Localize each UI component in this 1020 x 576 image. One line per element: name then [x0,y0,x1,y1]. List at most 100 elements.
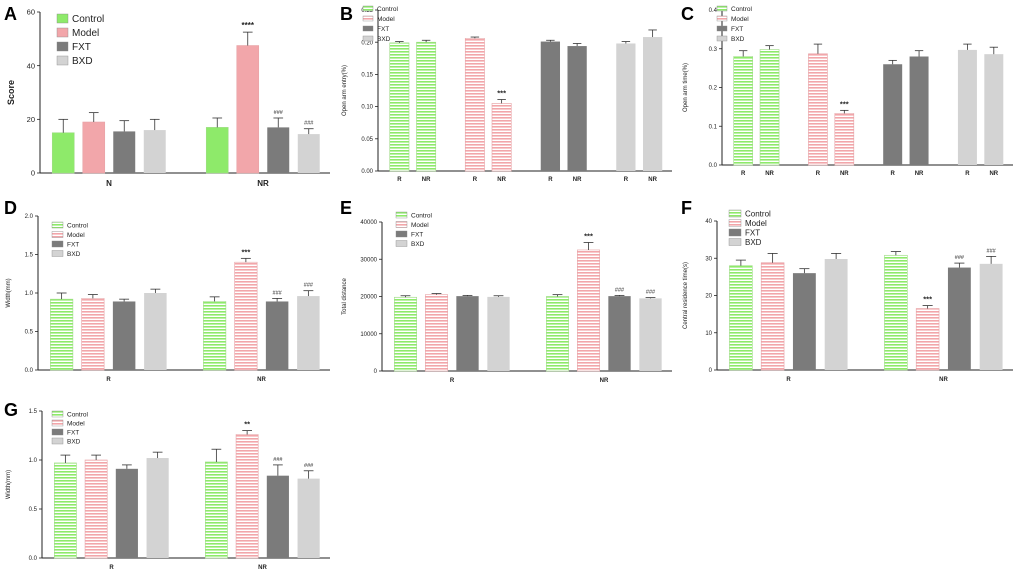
x-tick-label: NR [915,171,924,177]
y-axis-label: Open arm entry(%) [342,65,348,116]
y-tick-label: 1.5 [25,253,34,259]
chart-panel-c: C 0.0 0.1 0.2 0.3 0.4 Open arm time(%) R NR R *** N… [677,0,1017,192]
bar-r-control [50,298,74,371]
legend-swatch-model [56,27,69,38]
bar-nr-fxt [266,475,289,558]
legend-swatch-bxd [362,35,374,42]
legend-label-model: Model [731,16,749,23]
y-tick-label: 0.1 [709,124,718,130]
bar-nr-model [577,249,600,372]
y-tick-label: 30 [705,256,712,262]
bar-nr-bxd [642,37,663,171]
significance-label: ### [304,463,314,469]
y-tick-label: 0 [31,169,35,178]
legend-label-bxd: BXD [745,238,762,247]
x-group-label: R [106,377,111,383]
legend-label-fxt: FXT [72,42,91,53]
legend-swatch-fxt [362,25,374,32]
bar-nr-model [834,113,855,166]
legend-swatch-model [728,219,742,227]
legend-label-fxt: FXT [67,241,79,248]
y-tick-label: 0.2 [709,86,718,92]
y-axis-label: Open arm time(%) [683,63,689,112]
significance-label: ** [244,420,250,429]
chart-panel-g: G 0.0 0.5 1.0 1.5 Width(mm) ** ### ### R NR Control… [0,396,335,571]
legend-swatch-control [362,5,374,12]
bar-r-control [733,56,753,166]
x-tick-label: NR [648,177,657,183]
y-tick-label: 40 [27,61,35,70]
x-group-label: NR [257,377,266,383]
x-tick-label: R [624,177,629,183]
legend-swatch-bxd [51,250,64,257]
panel-letter-b: B [340,4,353,24]
bar-nr-control [416,41,437,172]
y-tick-label: 0.20 [361,40,373,46]
y-tick-label: 0.0 [709,163,718,169]
x-group-label: R [109,565,114,571]
legend-label-fxt: FXT [377,26,389,33]
chart-svg-c: C 0.0 0.1 0.2 0.3 0.4 Open arm time(%) R NR R *** N… [681,4,1013,177]
bar-nr-fxt [947,267,971,370]
y-tick-label: 0 [374,369,378,375]
y-axis-label: Total distance [342,278,348,315]
legend-label-fxt: FXT [411,231,423,238]
chart-svg-f: F 0 10 20 30 40 Central residence time(s) *** ##… [681,198,1013,383]
bar-n-bxd [143,130,166,173]
bar-nr-model [236,45,260,174]
bar-r-fxt [112,301,136,370]
y-tick-label: 30000 [360,257,377,263]
legend-swatch-control [716,5,728,12]
y-tick-label: 1.5 [29,409,38,415]
legend-label-fxt: FXT [731,26,743,33]
panel-letter-f: F [681,198,692,218]
legend-label-model: Model [411,222,429,229]
legend-label-control: Control [72,14,104,25]
significance-label: *** [584,231,593,240]
legend-swatch-control [395,211,408,219]
bar-nr-model [234,261,258,371]
legend-label-bxd: BXD [72,56,93,67]
chart-svg-b: B0.000.050.100.150.200.25Open arm entry(… [340,4,672,183]
x-tick-label: NR [573,177,582,183]
bar-r-control [729,265,753,371]
legend-swatch-model [51,419,64,427]
x-tick-label: NR [497,177,506,183]
x-tick-label: R [548,177,553,183]
x-tick-label: NR [765,171,774,177]
bar-r-control [389,42,410,172]
bar-nr-fxt [265,301,289,370]
legend-label-model: Model [67,232,85,239]
legend-label-control: Control [67,222,89,229]
y-tick-label: 40 [705,219,712,225]
chart-panel-a: A 0 20 40 60 Score **** ### ### N NR Control Model FX… [0,0,335,192]
bar-nr-bxd [979,263,1003,370]
legend-label-control: Control [731,6,753,13]
legend-label-control: Control [745,209,771,218]
significance-label: ### [987,248,997,254]
legend-label-bxd: BXD [67,251,81,258]
significance-label: ### [646,290,656,296]
bar-nr-fxt [909,56,929,165]
bar-nr-bxd [984,54,1004,165]
y-tick-label: 0.10 [361,105,373,111]
legend-swatch-control [51,410,64,418]
bar-nr-model [915,308,940,371]
y-tick-label: 20 [705,294,712,300]
bar-r-bxd [824,258,848,370]
legend-swatch-fxt [51,428,64,436]
bar-nr-bxd [639,298,662,371]
chart-svg-e: E 0 10000 20000 30000 40000 Total distance *** #… [340,198,672,384]
bar-nr-bxd [297,296,320,370]
bar-nr-bxd [297,134,320,173]
bar-n-control [51,132,75,174]
significance-label: ### [304,283,314,289]
significance-label: *** [840,99,849,108]
bar-r-fxt [883,64,903,165]
chart-panel-f: F 0 10 20 30 40 Central residence time(s) *** ##… [677,194,1017,386]
bar-r-fxt [792,273,816,370]
legend-swatch-model [395,221,408,228]
legend-label-model: Model [377,16,395,23]
bar-nr-bxd [297,478,320,558]
bar-nr-model [491,103,512,172]
